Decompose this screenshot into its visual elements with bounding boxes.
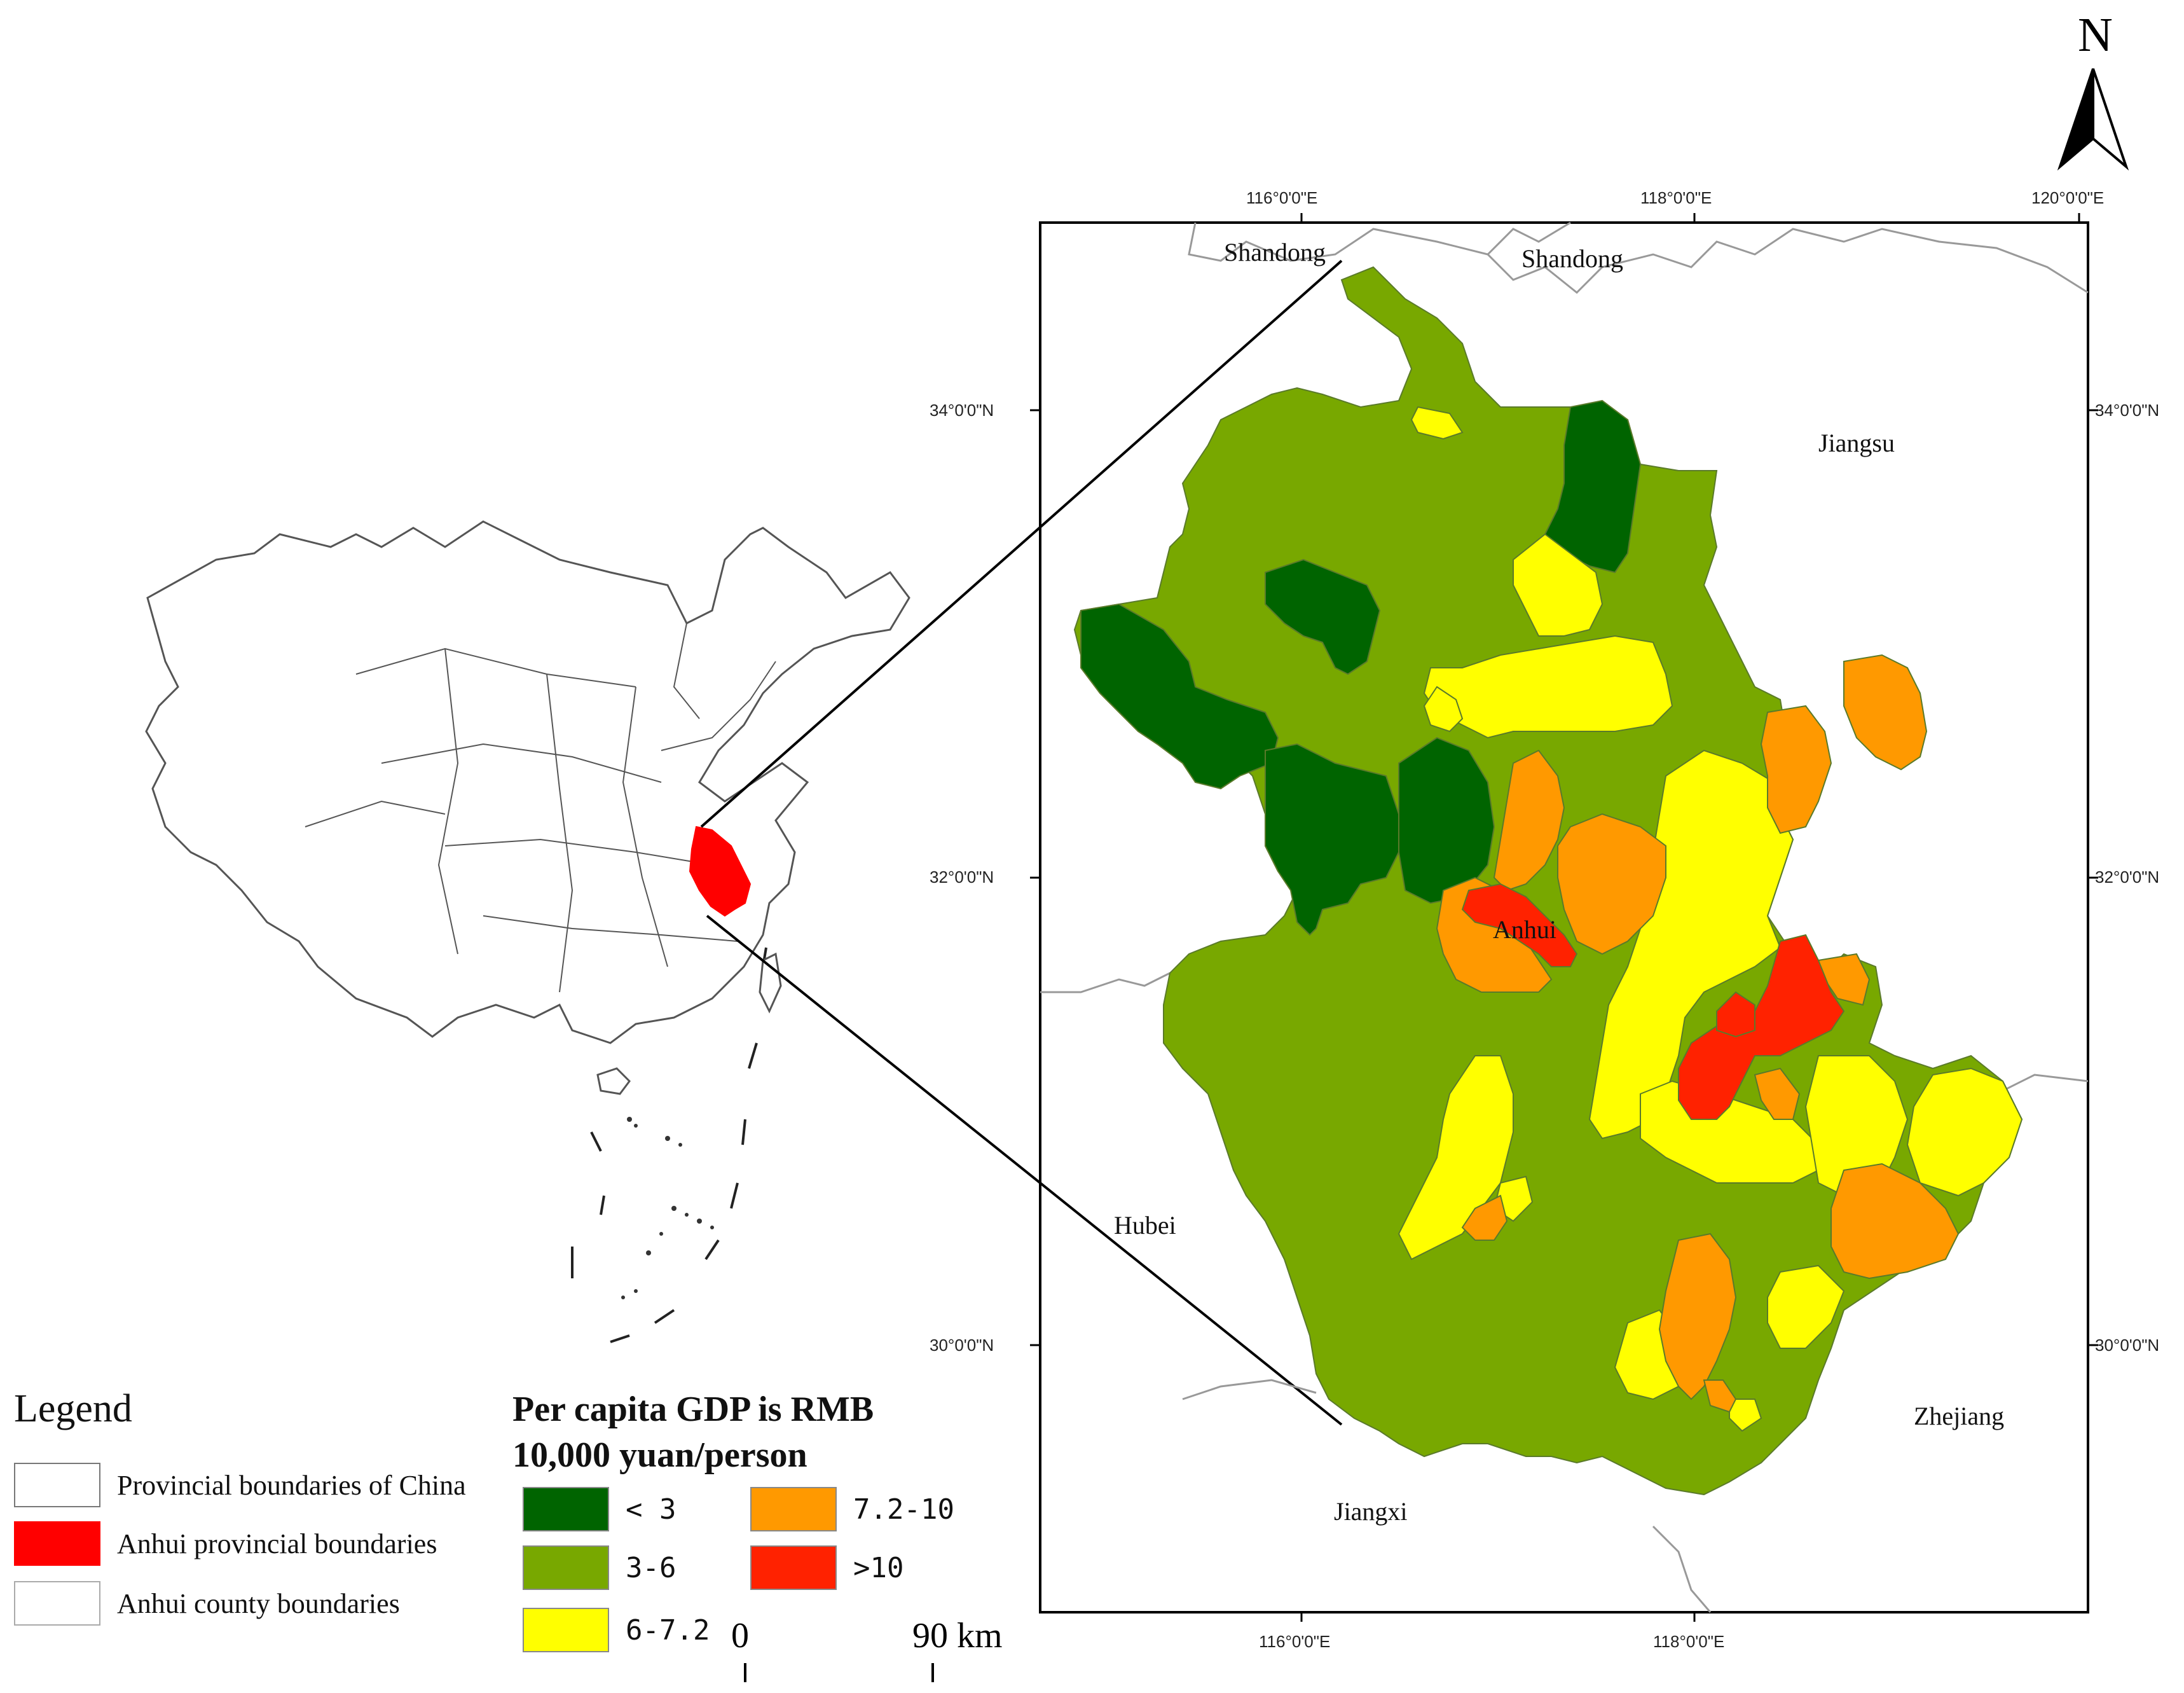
county-dark-green-2	[1265, 558, 1381, 675]
label-shandong-right: Shandong	[1521, 244, 1623, 273]
lon-bottom-116: 116°0'0"E	[1259, 1632, 1330, 1651]
lon-top-116: 116°0'0"E	[1246, 188, 1317, 207]
anhui-counties	[1073, 266, 2023, 1496]
label-anhui: Anhui	[1493, 915, 1556, 944]
gdp-swatch-gt10	[750, 1545, 837, 1590]
gdp-class-gt10: >10	[750, 1545, 903, 1590]
lat-left-30: 30°0'0"N	[930, 1336, 994, 1355]
county-orange-1	[1843, 654, 1928, 771]
north-arrow-icon	[2057, 68, 2094, 171]
coordinate-labels: 116°0'0"E 118°0'0"E 120°0'0"E 116°0'0"E …	[930, 188, 2159, 1651]
county-orange-4	[1557, 813, 1666, 955]
county-yellow-4	[1410, 406, 1464, 440]
gdp-class-3-6: 3-6	[523, 1545, 676, 1590]
legend-item-provincial: Provincial boundaries of China	[14, 1463, 466, 1507]
legend-item-county: Anhui county boundaries	[14, 1581, 400, 1626]
gdp-label-6-72: 6-7.2	[626, 1614, 710, 1647]
county-yellow-13	[1729, 1399, 1762, 1432]
county-orange-8	[1830, 1163, 1960, 1280]
lon-top-118: 118°0'0"E	[1640, 188, 1712, 207]
lat-right-32: 32°0'0"N	[2095, 867, 2159, 887]
label-shandong-left: Shandong	[1224, 238, 1326, 266]
gdp-legend-title: Per capita GDP is RMB 10,000 yuan/person	[512, 1386, 958, 1478]
china-outline	[145, 520, 910, 1044]
gdp-class-72-10: 7.2-10	[750, 1487, 954, 1531]
province-labels: Shandong Shandong Jiangsu Anhui Hubei Ji…	[1114, 238, 2004, 1526]
legend-label-anhui: Anhui provincial boundaries	[117, 1528, 437, 1559]
legend-swatch-provincial	[14, 1463, 100, 1507]
legend-swatch-county	[14, 1581, 100, 1626]
county-yellow-2	[1423, 635, 1673, 739]
legend-label-provincial: Provincial boundaries of China	[117, 1469, 466, 1501]
county-yellow-1	[1513, 533, 1604, 637]
label-zhejiang: Zhejiang	[1914, 1402, 2004, 1430]
gdp-class-lt3: < 3	[523, 1487, 676, 1531]
county-orange-7	[1754, 1067, 1801, 1120]
county-yellow-3	[1423, 686, 1464, 733]
county-orange-2	[1760, 705, 1832, 834]
gdp-swatch-lt3	[523, 1487, 609, 1531]
lat-right-30: 30°0'0"N	[2095, 1336, 2159, 1355]
county-red-1	[1461, 883, 1578, 967]
gdp-class-6-72: 6-7.2	[523, 1608, 710, 1652]
county-dark-green-1	[1080, 603, 1279, 790]
china-province-lines	[305, 623, 776, 993]
gdp-swatch-72-10	[750, 1487, 837, 1531]
county-dark-green-3	[1544, 399, 1642, 574]
legend-swatch-anhui	[14, 1521, 100, 1566]
north-label: N	[2078, 8, 2113, 62]
gdp-label-3-6: 3-6	[626, 1551, 676, 1584]
island-dots	[621, 1117, 714, 1299]
china-overview-map	[145, 520, 910, 1044]
gdp-title-line1: Per capita GDP is RMB	[512, 1390, 874, 1429]
zoom-lines	[700, 259, 1343, 1426]
taiwan-island	[759, 952, 782, 1014]
coordinate-ticks	[1030, 213, 2098, 1622]
county-yellow-11	[1767, 1264, 1845, 1349]
main-map-frame	[1039, 221, 2089, 1614]
legend-item-anhui: Anhui provincial boundaries	[14, 1521, 437, 1566]
label-jiangxi: Jiangxi	[1334, 1497, 1408, 1526]
county-orange-10	[1461, 1194, 1508, 1241]
county-yellow-9	[1398, 1055, 1514, 1261]
lon-bottom-118: 118°0'0"E	[1653, 1632, 1724, 1651]
lat-right-34: 34°0'0"N	[2095, 401, 2159, 420]
county-yellow-8	[1906, 1067, 2023, 1197]
county-red-3	[1716, 991, 1755, 1038]
legend-label-county: Anhui county boundaries	[117, 1587, 400, 1619]
gdp-swatch-6-72	[523, 1608, 609, 1652]
gdp-label-gt10: >10	[853, 1551, 904, 1584]
legend-title: Legend	[14, 1387, 132, 1430]
label-hubei: Hubei	[1114, 1211, 1176, 1240]
north-arrow: N	[2057, 8, 2129, 171]
scale-bar: 0 90 km	[731, 1616, 1003, 1682]
lat-left-32: 32°0'0"N	[930, 867, 994, 887]
anhui-highlight	[689, 826, 752, 917]
county-orange-9	[1658, 1233, 1737, 1400]
scale-start: 0	[731, 1616, 749, 1655]
lon-top-120: 120°0'0"E	[2031, 188, 2104, 207]
scale-end: 90 km	[912, 1616, 1003, 1655]
label-jiangsu: Jiangsu	[1818, 429, 1895, 457]
county-dark-green-4	[1265, 743, 1399, 936]
gdp-swatch-3-6	[523, 1545, 609, 1590]
gdp-label-lt3: < 3	[626, 1493, 676, 1526]
gdp-title-line2: 10,000 yuan/person	[512, 1435, 807, 1475]
county-orange-3	[1493, 749, 1565, 892]
county-orange-11	[1703, 1379, 1737, 1413]
lat-left-34: 34°0'0"N	[930, 401, 994, 420]
hainan-island	[596, 1067, 631, 1095]
gdp-label-72-10: 7.2-10	[853, 1493, 954, 1526]
